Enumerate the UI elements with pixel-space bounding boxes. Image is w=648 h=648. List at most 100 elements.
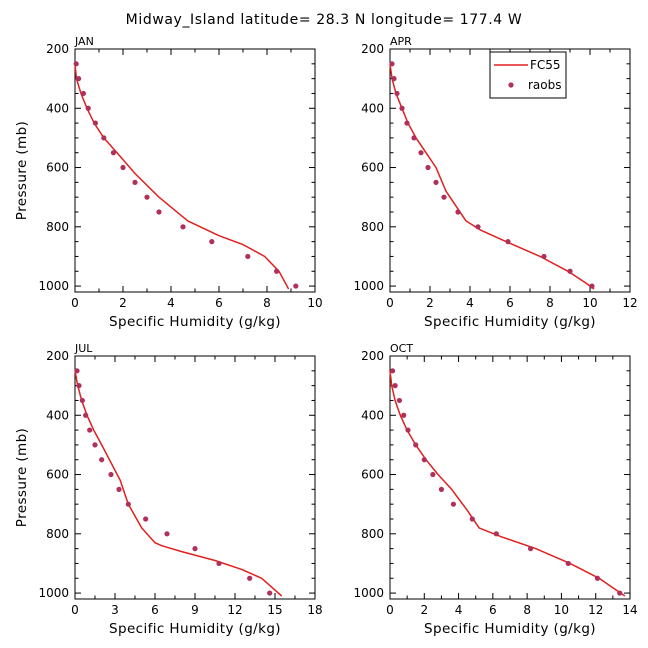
jan-marker-raobs <box>80 90 86 97</box>
apr-xtick-label: 8 <box>546 296 554 310</box>
oct-plot-frame <box>389 355 631 600</box>
jul-ytick-label: 200 <box>46 349 69 363</box>
oct-marker-raobs <box>438 486 445 492</box>
jan-marker-raobs <box>293 283 299 289</box>
apr-marker-raobs <box>455 209 461 215</box>
jul-xtick-label: 3 <box>111 603 119 617</box>
jul-xtick-label: 12 <box>227 603 242 617</box>
oct-marker-raobs <box>527 546 534 552</box>
oct-marker-raobs <box>430 471 436 478</box>
apr-ytick-label: 800 <box>361 220 384 234</box>
jan-marker-raobs <box>85 105 91 111</box>
jul-marker-raobs <box>247 575 253 581</box>
jan-marker-raobs <box>144 194 150 200</box>
jan-ytick-label: 600 <box>46 161 69 175</box>
oct-marker-raobs <box>405 427 411 433</box>
jul-marker-raobs <box>87 427 93 433</box>
jul-marker-raobs <box>92 442 98 448</box>
apr-marker-raobs <box>418 150 424 156</box>
apr-xaxis-label: Specific Humidity (g/kg) <box>424 314 596 330</box>
apr-ytick-label: 600 <box>361 161 384 175</box>
apr-xtick-label: 2 <box>426 296 434 310</box>
jan-ytick-label: 1000 <box>38 279 69 293</box>
jul-marker-raobs <box>216 560 222 567</box>
jan-marker-raobs <box>92 120 98 126</box>
jul-marker-raobs <box>192 546 198 552</box>
jul-xtick-label: 0 <box>71 603 79 617</box>
legend: FC55 raobs <box>489 51 567 99</box>
apr-marker-raobs <box>433 179 439 185</box>
jan-marker-raobs <box>245 253 251 260</box>
apr-marker-raobs <box>404 120 410 126</box>
legend-box <box>489 51 567 99</box>
jul-xaxis-label: Specific Humidity (g/kg) <box>109 621 281 637</box>
jan-marker-raobs <box>209 239 215 245</box>
jan-plot-frame <box>74 48 316 293</box>
oct-xtick-label: 10 <box>554 603 569 617</box>
jul-plot-frame <box>74 355 316 600</box>
apr-xtick-label: 6 <box>506 296 514 310</box>
jul-xtick-label: 9 <box>191 603 199 617</box>
apr-marker-raobs <box>475 224 481 230</box>
apr-marker-raobs <box>391 76 397 82</box>
panel-jan: JAN 0 2 4 6 8 10 200 400 600 800 1000 Specific Humid… <box>14 35 323 330</box>
panel-apr: APR 0 2 4 6 8 10 12 200 400 600 800 1000 Specific Hum… <box>353 35 637 330</box>
jul-marker-raobs <box>79 397 85 404</box>
apr-xtick-label: 4 <box>466 296 474 310</box>
jul-panel-title: JUL <box>74 342 93 355</box>
legend-line-label: FC55 <box>530 58 561 72</box>
jul-marker-raobs <box>143 516 149 522</box>
jul-marker-raobs <box>116 486 122 492</box>
oct-xaxis-label: Specific Humidity (g/kg) <box>424 621 596 637</box>
oct-marker-raobs <box>617 590 623 596</box>
oct-xtick-label: 6 <box>489 603 497 617</box>
apr-ytick-label: 200 <box>361 42 384 56</box>
oct-ytick-label: 600 <box>361 468 384 482</box>
oct-xtick-label: 14 <box>622 603 637 617</box>
apr-ytick-label: 1000 <box>353 279 384 293</box>
oct-marker-raobs <box>594 575 601 581</box>
jan-line-fc55 <box>74 63 290 290</box>
oct-marker-raobs <box>396 397 403 404</box>
oct-ytick-label: 800 <box>361 527 384 541</box>
oct-marker-raobs <box>389 368 396 374</box>
jul-marker-raobs <box>99 457 105 463</box>
jan-marker-raobs <box>180 224 186 230</box>
apr-marker-raobs <box>505 239 511 245</box>
apr-marker-raobs <box>389 61 395 67</box>
oct-marker-raobs <box>450 501 457 507</box>
apr-xtick-label: 10 <box>582 296 597 310</box>
legend-marker-label: raobs <box>528 78 562 92</box>
jul-ytick-label: 600 <box>46 468 69 482</box>
legend-marker-swatch <box>508 82 514 88</box>
jan-xaxis-label: Specific Humidity (g/kg) <box>109 314 281 330</box>
jan-ytick-label: 200 <box>46 42 69 56</box>
jan-xtick-label: 0 <box>71 296 79 310</box>
jul-line-fc55 <box>74 370 283 597</box>
jan-marker-raobs <box>120 164 126 171</box>
apr-ytick-label: 400 <box>361 101 384 115</box>
jul-marker-raobs <box>83 412 89 418</box>
apr-xtick-label: 0 <box>386 296 394 310</box>
jan-ytick-label: 800 <box>46 220 69 234</box>
apr-marker-raobs <box>589 283 595 289</box>
oct-marker-raobs <box>565 560 571 567</box>
jul-marker-raobs <box>74 368 80 374</box>
jul-yaxis-label: Pressure (mb) <box>14 428 30 527</box>
oct-marker-raobs <box>421 457 427 463</box>
apr-marker-raobs <box>541 253 547 260</box>
jul-xtick-label: 15 <box>267 603 282 617</box>
oct-marker-raobs <box>413 442 419 448</box>
apr-marker-raobs <box>411 135 417 141</box>
apr-marker-raobs <box>399 105 405 111</box>
jan-ytick-label: 400 <box>46 101 69 115</box>
jul-xtick-label: 6 <box>151 603 159 617</box>
oct-xtick-label: 2 <box>420 603 428 617</box>
oct-ytick-label: 1000 <box>353 586 384 600</box>
oct-xtick-label: 12 <box>588 603 603 617</box>
jan-xtick-label: 2 <box>119 296 127 310</box>
jan-xtick-label: 4 <box>167 296 175 310</box>
jan-marker-raobs <box>73 61 79 67</box>
oct-marker-raobs <box>401 412 407 418</box>
